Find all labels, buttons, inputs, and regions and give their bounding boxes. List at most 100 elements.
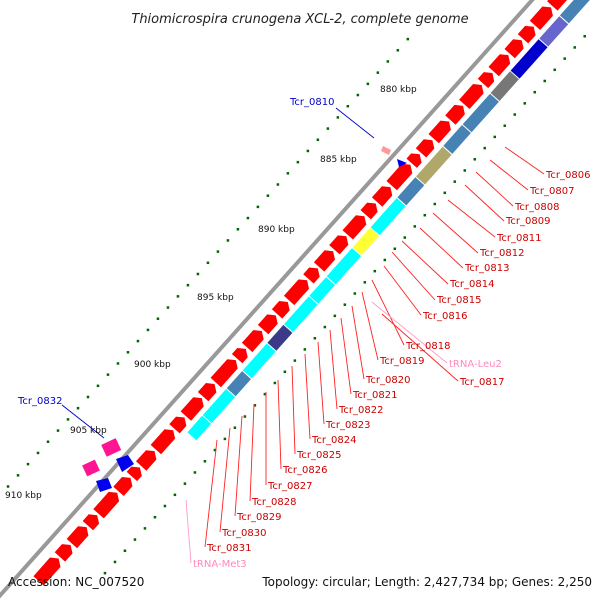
forward-gene-arrow	[371, 186, 393, 207]
forward-gene-arrow	[241, 330, 264, 353]
gene-label: Tcr_0813	[464, 263, 509, 274]
gene-labels-right: Tcr_0806 Tcr_0807 Tcr_0808 Tcr_0809 Tcr_…	[193, 170, 590, 570]
leader-line	[489, 159, 529, 191]
gc-tick	[256, 205, 260, 209]
kbp-label: 900 kbp	[134, 360, 171, 370]
forward-gene-arrow	[360, 202, 378, 220]
forward-gene-arrow	[257, 314, 278, 335]
gc-tick	[246, 216, 250, 220]
forward-gene-arrow	[54, 544, 73, 562]
gc-tick	[263, 392, 267, 396]
gc-tick	[273, 381, 277, 385]
gc-tick	[46, 440, 50, 444]
gene-label: Tcr_0819	[379, 356, 424, 367]
forward-gene-arrow	[126, 466, 142, 482]
forward-gene-arrow	[283, 279, 309, 306]
cog-segment	[416, 146, 452, 185]
gc-tick	[333, 314, 337, 318]
reverse-gene-arrow	[397, 159, 407, 167]
leader-line	[329, 329, 338, 410]
cog-segment	[462, 93, 499, 133]
leader-line	[447, 199, 496, 238]
gc-tick	[286, 172, 290, 175]
gc-tick	[126, 351, 130, 354]
leader-line	[464, 184, 505, 222]
gc-tick	[346, 104, 350, 108]
gc-tick	[453, 180, 457, 183]
leader-line	[335, 107, 375, 139]
gc-tick	[323, 325, 327, 329]
cog-segment	[326, 248, 361, 285]
leader-line	[317, 341, 325, 425]
gc-tick	[176, 295, 180, 298]
leader-line	[371, 301, 448, 364]
gene-label: Tcr_0818	[405, 341, 450, 352]
gene-label: Tcr_0831	[206, 543, 251, 554]
gc-tick	[463, 169, 467, 172]
gc-tick	[313, 336, 317, 340]
kbp-label: 910 kbp	[5, 491, 42, 501]
gc-tick	[153, 515, 157, 519]
gene-label: Tcr_0807	[529, 186, 574, 197]
gc-tick	[136, 339, 140, 343]
gc-tick	[316, 138, 320, 142]
gc-tick	[56, 429, 60, 432]
misc-feature-block	[101, 438, 122, 457]
label-leader-lines	[61, 107, 545, 564]
accession-text: Accession: NC_007520	[8, 575, 144, 589]
gc-tick	[193, 471, 197, 474]
gene-label: Tcr_0829	[236, 512, 281, 523]
gc-tick	[363, 281, 367, 284]
gc-tick	[216, 250, 220, 253]
gc-tick	[376, 71, 380, 74]
cog-segment	[226, 371, 251, 397]
gc-tick	[36, 451, 40, 455]
kbp-label: 890 kbp	[258, 225, 295, 235]
gene-label: Tcr_0824	[311, 435, 356, 446]
cog-segment	[559, 0, 590, 24]
forward-gene-arrow	[66, 526, 89, 549]
gc-tick	[163, 504, 167, 508]
leader-line	[361, 291, 379, 361]
gc-tick	[303, 348, 307, 351]
gc-content-track	[6, 34, 586, 575]
gc-tick	[326, 127, 330, 130]
gene-label: Tcr_0825	[296, 450, 341, 461]
gc-tick	[523, 102, 526, 105]
map-title: Thiomicrospira crunogena XCL-2, complete…	[131, 12, 468, 27]
gc-tick	[493, 135, 497, 139]
leader-line	[61, 404, 105, 439]
forward-gene-arrow	[445, 104, 465, 125]
gc-tick	[543, 79, 546, 83]
gc-tick	[366, 82, 370, 86]
cog-segment	[370, 198, 406, 236]
gc-tick	[173, 493, 177, 497]
kbp-label: 880 kbp	[380, 85, 417, 95]
cog-segment	[187, 415, 212, 441]
gene-label: Tcr_0810	[289, 97, 334, 108]
gene-label: Tcr_0828	[251, 497, 296, 508]
forward-gene-arrow	[210, 359, 238, 388]
leader-line	[249, 403, 255, 502]
gc-tick	[123, 549, 127, 553]
cog-segment	[267, 324, 293, 351]
gc-tick	[26, 462, 30, 466]
gene-label: Tcr_0822	[338, 405, 383, 416]
gene-label: Tcr_0815	[436, 295, 481, 306]
gene-label: Tcr_0830	[221, 528, 266, 539]
leader-line	[219, 427, 231, 533]
gc-tick	[236, 227, 240, 231]
forward-gene-arrow	[136, 450, 157, 471]
gc-tick	[183, 482, 187, 485]
gene-labels-left: Tcr_0810 Tcr_0832	[17, 97, 334, 407]
gc-tick	[143, 527, 147, 530]
kbp-label: 905 kbp	[70, 426, 107, 436]
forward-gene-arrow	[113, 477, 133, 496]
gc-tick	[226, 239, 230, 242]
cog-segment	[242, 343, 276, 379]
leader-line	[391, 251, 436, 301]
gene-label: Tcr_0817	[459, 377, 504, 388]
reverse-gene-arrow	[96, 478, 112, 492]
